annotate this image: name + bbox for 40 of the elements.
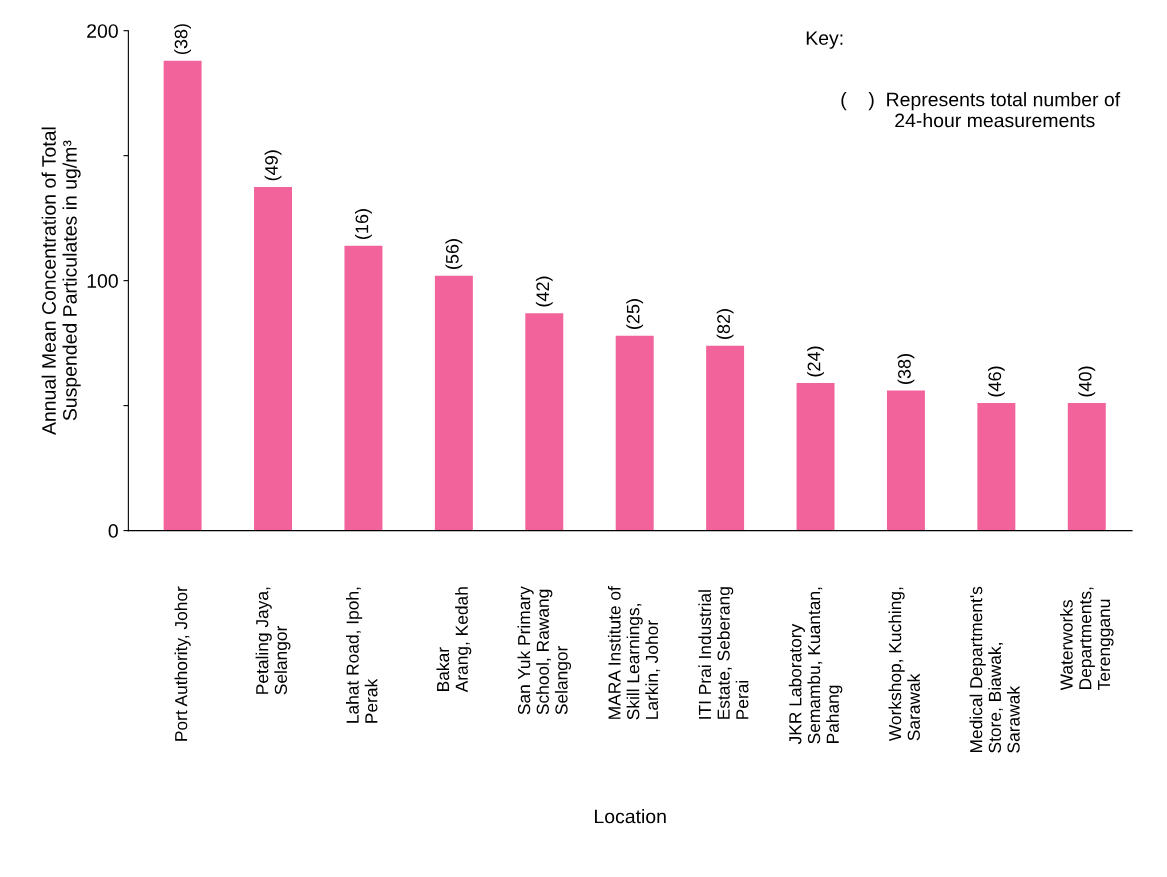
bar [163, 60, 202, 531]
y-axis-title: Annual Mean Concentration of Total Suspended Particulates in ug/m³ [41, 127, 81, 435]
bar [977, 403, 1016, 531]
x-tick-label: Petaling Jaya, Selangor [255, 587, 291, 695]
x-axis-title: Location [595, 809, 666, 824]
annotation: (56) [445, 239, 463, 269]
bar [1067, 403, 1106, 531]
bar [254, 186, 293, 531]
annotation: (38) [174, 24, 192, 55]
bar [796, 383, 835, 531]
x-tick-label: MARA Institute of Skill Learnings, Larkin, Johor [607, 586, 661, 720]
bar [434, 275, 473, 531]
y-tick-label: 200 [87, 24, 118, 38]
bar [615, 335, 654, 531]
x-tick-label: Medical Department's Store, Biawak, Sarawak [969, 586, 1020, 753]
annotation: ( ) Represents total number of 24-hour measurements [841, 92, 1121, 128]
annotation: (16) [355, 209, 372, 239]
annotation: (82) [716, 309, 734, 339]
annotation: (46) [987, 366, 1005, 397]
y-tick-label: 100 [87, 274, 118, 288]
annotation: (42) [535, 276, 553, 307]
x-tick-label: Waterworks Departments, Terengganu [1059, 587, 1114, 691]
annotation: (38) [897, 354, 915, 384]
x-tick-label: Port Authority, Johor [174, 586, 191, 741]
x-tick-label: Workshop, Kuching, Sarawak [888, 587, 920, 742]
x-tick-label: ITI Prai Industrial Estate, Seberang Perai [698, 587, 749, 719]
annotation: Key: [806, 31, 843, 49]
x-tick-label: San Yuk Primary School, Rawang Selangor [517, 586, 572, 715]
annotation: (40) [1078, 366, 1096, 397]
bar [525, 313, 564, 531]
annotation: (24) [807, 346, 824, 377]
bar [344, 245, 383, 531]
bar [886, 390, 925, 531]
annotation: (25) [626, 299, 644, 329]
annotation: (49) [264, 150, 282, 181]
y-tick-label: 0 [108, 524, 118, 538]
x-tick-label: Lahat Road, Ipoh, Perak [346, 587, 378, 723]
x-tick-label: JKR Laboratory Semambu, Kuantan, Pahang [788, 587, 843, 745]
x-tick-label: Bakar Arang, Kedah [436, 587, 472, 693]
bar [706, 345, 745, 531]
